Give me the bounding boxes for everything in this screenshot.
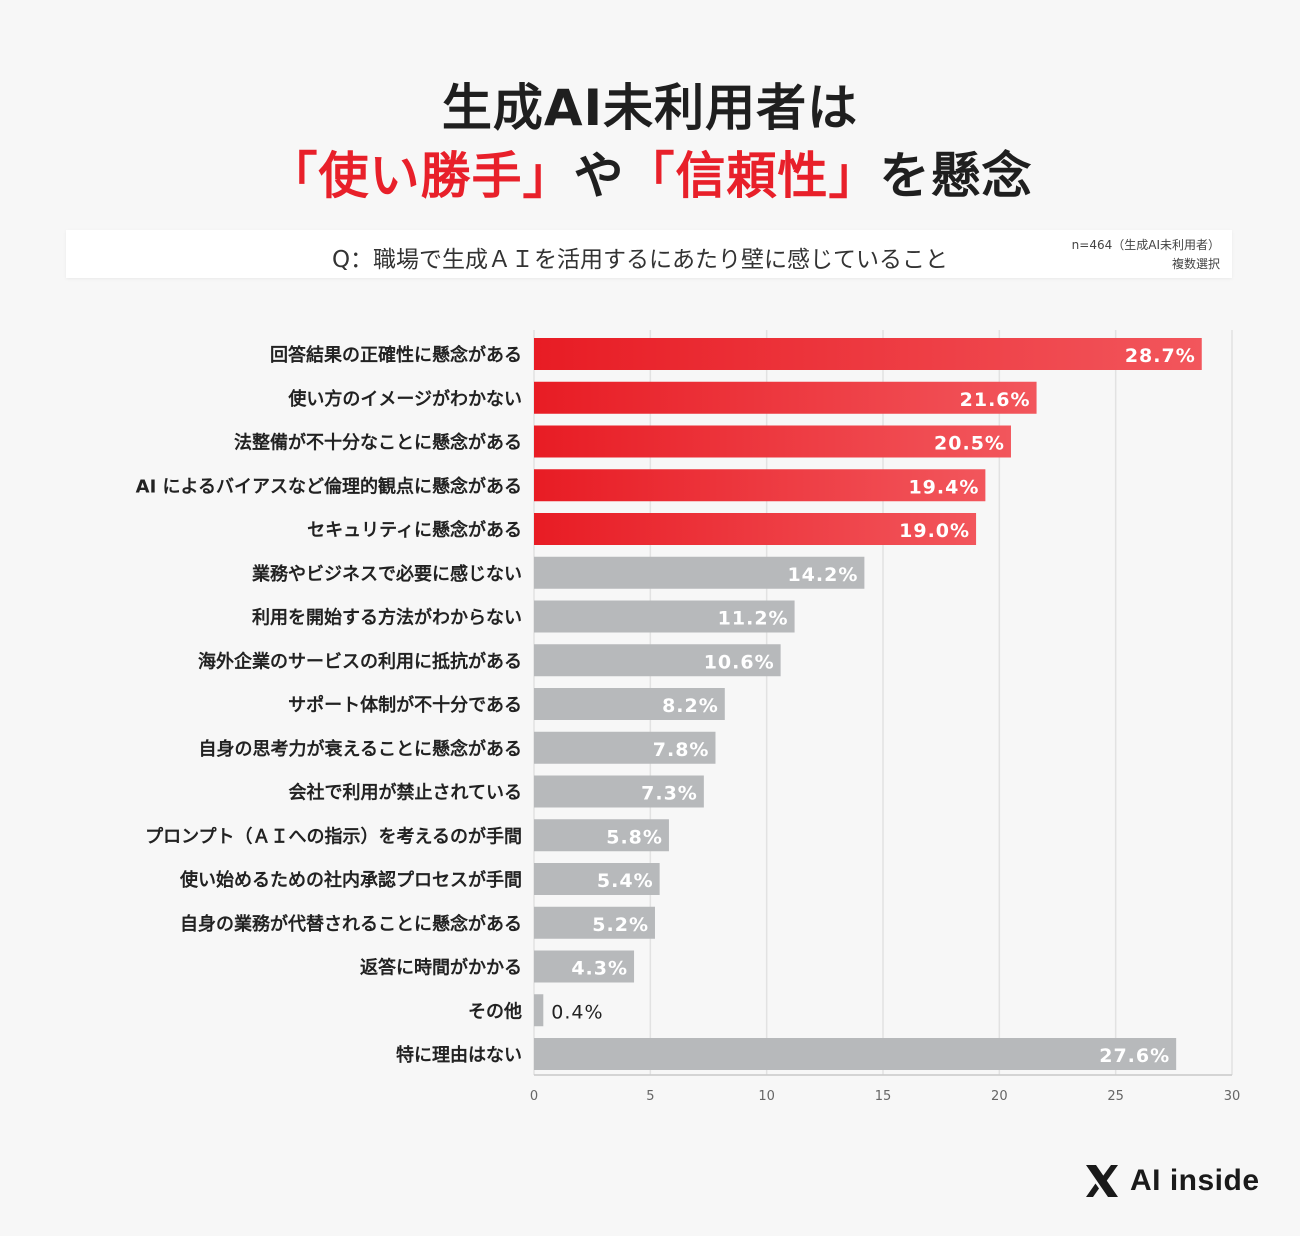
value-label: 27.6% [1099, 1045, 1170, 1067]
bar [534, 731, 716, 764]
x-mark-icon [1086, 1165, 1118, 1197]
bar [534, 513, 977, 545]
value-label: 28.7% [1125, 345, 1196, 367]
category-label: 自身の思考力が衰えることに懸念がある [199, 738, 522, 760]
value-label: 8.2% [662, 695, 719, 717]
bar [534, 906, 655, 939]
x-tick-label: 20 [991, 1089, 1008, 1104]
title-highlight-usability: 「使い勝手」 [267, 147, 574, 205]
title-suffix: を懸念 [879, 147, 1033, 205]
value-label: 5.2% [592, 914, 649, 936]
category-label: 海外企業のサービスの利用に抵抗がある [198, 650, 522, 672]
value-label: 5.4% [597, 870, 654, 892]
title-highlight-reliability: 「信頼性」 [624, 147, 880, 205]
bar [534, 381, 1037, 414]
bar [534, 994, 544, 1027]
category-label: 特に理由はない [396, 1044, 522, 1066]
value-label: 20.5% [934, 433, 1005, 455]
bar [534, 338, 1202, 370]
value-label: 7.3% [641, 783, 698, 805]
value-label: 0.4% [551, 1001, 603, 1023]
bar [534, 775, 704, 808]
category-label: 会社で利用が禁止されている [289, 782, 522, 804]
value-label: 4.3% [571, 958, 628, 980]
category-label: 業務やビジネスで必要に感じない [251, 563, 522, 585]
bar [534, 644, 781, 677]
value-label: 11.2% [718, 608, 789, 630]
x-tick-label: 15 [875, 1089, 892, 1104]
category-label: 使い始めるための社内承認プロセスが手間 [179, 869, 522, 891]
x-tick-label: 5 [646, 1089, 654, 1104]
logo-text: AI inside [1130, 1164, 1260, 1197]
bar [534, 556, 865, 589]
x-tick-label: 10 [758, 1089, 775, 1104]
bar [534, 469, 986, 502]
category-label: 法整備が不十分なことに懸念がある [234, 432, 522, 454]
bar [534, 863, 660, 895]
bar [534, 600, 795, 633]
value-label: 5.8% [606, 826, 663, 848]
category-label: その他 [468, 1000, 522, 1022]
x-tick-label: 0 [530, 1089, 538, 1104]
value-label: 19.0% [899, 520, 970, 542]
x-tick-label: 25 [1107, 1089, 1124, 1104]
title-line-2: 「使い勝手」や「信頼性」を懸念 [0, 136, 1300, 208]
category-label: AI によるバイアスなど倫理的観点に懸念がある [136, 475, 522, 497]
value-label: 10.6% [704, 651, 775, 673]
category-label: 返答に時間がかかる [360, 957, 522, 979]
category-label: 利用を開始する方法がわからない [252, 607, 522, 629]
category-label: 自身の業務が代替されることに懸念がある [180, 913, 522, 935]
sample-size: n=464（生成AI未利用者） [1071, 238, 1220, 252]
category-label: プロンプト（ＡＩへの指示）を考えるのが手間 [145, 825, 522, 847]
value-label: 21.6% [960, 389, 1031, 411]
question-text: Q：職場で生成ＡＩを活用するにあたり壁に感じていること [331, 247, 949, 273]
title-connector: や [573, 147, 625, 205]
bar [534, 688, 725, 720]
bar [534, 425, 1011, 458]
category-label: セキュリティに懸念がある [307, 519, 522, 541]
bar [534, 819, 669, 852]
bar [534, 950, 635, 983]
category-label: 使い方のイメージがわかない [287, 388, 522, 410]
bar [534, 1038, 1177, 1070]
value-label: 19.4% [908, 476, 979, 498]
value-label: 14.2% [787, 564, 858, 586]
category-label: サポート体制が不十分である [288, 694, 522, 716]
sample-method: 複数選択 [1171, 257, 1220, 271]
sample-note: n=464（生成AI未利用者） 複数選択 [1072, 236, 1220, 274]
ai-inside-logo: AI inside [1082, 1158, 1260, 1204]
value-label: 7.8% [653, 739, 710, 761]
question-box [66, 230, 1232, 278]
category-label: 回答結果の正確性に懸念がある [270, 344, 522, 366]
x-tick-label: 30 [1224, 1089, 1241, 1104]
title-line-1: 生成AI未利用者は [441, 79, 859, 137]
